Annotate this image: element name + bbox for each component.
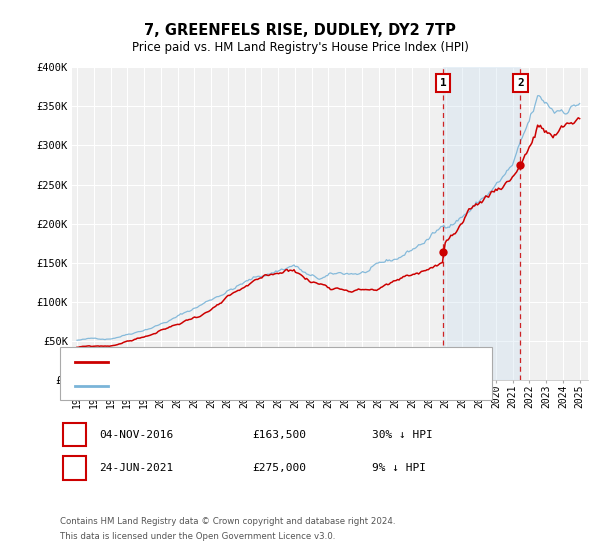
Text: HPI: Average price, detached house, Dudley: HPI: Average price, detached house, Dudl…	[117, 380, 380, 390]
Text: This data is licensed under the Open Government Licence v3.0.: This data is licensed under the Open Gov…	[60, 532, 335, 541]
Text: 9% ↓ HPI: 9% ↓ HPI	[372, 463, 426, 473]
Text: £275,000: £275,000	[252, 463, 306, 473]
Text: 7, GREENFELS RISE, DUDLEY, DY2 7TP: 7, GREENFELS RISE, DUDLEY, DY2 7TP	[144, 24, 456, 38]
Text: £163,500: £163,500	[252, 430, 306, 440]
Text: 30% ↓ HPI: 30% ↓ HPI	[372, 430, 433, 440]
Text: 2: 2	[71, 463, 78, 473]
Text: 1: 1	[440, 78, 446, 88]
Text: Contains HM Land Registry data © Crown copyright and database right 2024.: Contains HM Land Registry data © Crown c…	[60, 517, 395, 526]
Text: 24-JUN-2021: 24-JUN-2021	[99, 463, 173, 473]
Text: 04-NOV-2016: 04-NOV-2016	[99, 430, 173, 440]
Text: 2: 2	[517, 78, 524, 88]
Text: 7, GREENFELS RISE, DUDLEY, DY2 7TP (detached house): 7, GREENFELS RISE, DUDLEY, DY2 7TP (deta…	[117, 357, 436, 367]
Text: Price paid vs. HM Land Registry's House Price Index (HPI): Price paid vs. HM Land Registry's House …	[131, 41, 469, 54]
Text: 1: 1	[71, 430, 78, 440]
Bar	[443, 67, 520, 380]
